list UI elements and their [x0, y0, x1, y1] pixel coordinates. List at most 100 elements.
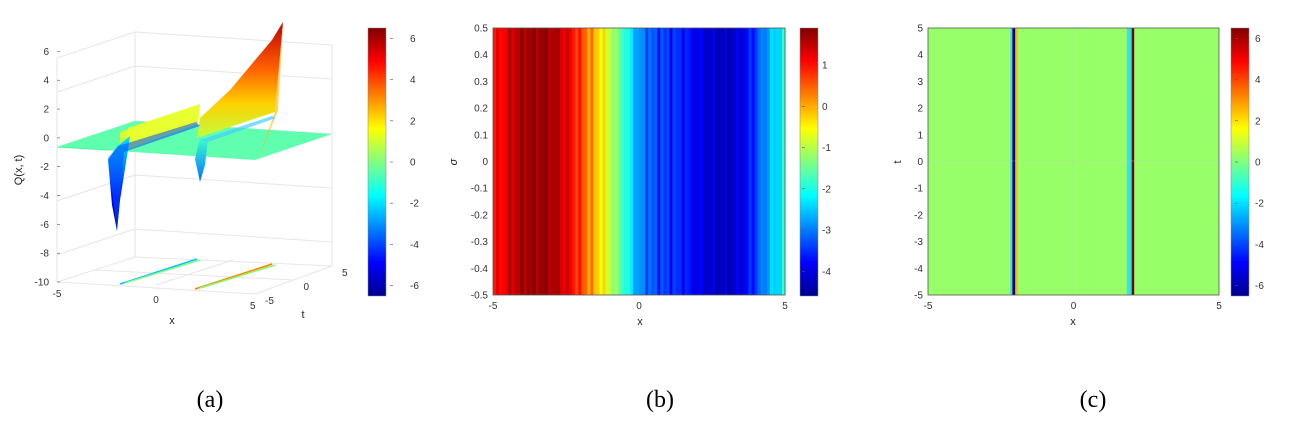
heatmap-column [587, 28, 591, 295]
colorbar-tick-label: 0 [410, 158, 416, 169]
heatmap-column [493, 28, 497, 295]
heatmap-column [599, 28, 604, 295]
heatmap-column [511, 28, 515, 295]
colorbar-tick-label: 6 [410, 34, 416, 45]
x-tick-label: -5 [53, 289, 62, 300]
y-tick-label: -2 [914, 210, 923, 221]
colorbar-tick-label: 0 [822, 102, 828, 113]
heatmap-column [742, 28, 747, 295]
panel-a-z-ticks: 6 4 2 0 -2 -4 -6 -8 -10 [35, 47, 60, 289]
heatmap-column [550, 28, 555, 295]
colorbar-tick-label: -4 [1255, 240, 1264, 251]
heatmap-column [502, 28, 506, 295]
heatmap-column [620, 28, 625, 295]
panel-b-colorbar [799, 27, 819, 297]
panel-a-surface [56, 22, 332, 231]
colorbar-tick-label: 2 [410, 116, 416, 127]
heatmap-column [675, 28, 680, 295]
heatmap-column [766, 28, 771, 295]
panel-a-caption: (a) [197, 387, 224, 413]
heatmap-column [593, 28, 598, 295]
heatmap-column [663, 28, 667, 295]
colorbar-tick-label: -2 [410, 199, 419, 210]
y-tick-label: -4 [914, 264, 923, 275]
singular-line-left [1128, 28, 1132, 295]
heatmap-column [757, 28, 762, 295]
panel-b-x-label: x [637, 316, 643, 328]
panel-a-t-ticks: -5 0 5 [265, 268, 348, 307]
colorbar-tick-label: -2 [1255, 199, 1264, 210]
panel-a: 6 4 2 0 -2 -4 -6 -8 -10 Q(x, t) -5 0 5 x -5 0 5 t 6 4… [13, 22, 419, 413]
heatmap-column [702, 28, 707, 295]
panel-b-heatmap [493, 28, 786, 295]
y-tick-label: 0.2 [474, 104, 488, 115]
z-tick-label: -2 [40, 162, 49, 173]
heatmap-column [708, 28, 713, 295]
heatmap-column [724, 28, 728, 295]
z-tick-label: 4 [43, 76, 49, 87]
panel-c-grid [928, 28, 1219, 295]
heatmap-column [611, 28, 616, 295]
y-tick-label: -0.5 [471, 291, 489, 302]
x-tick-label: 5 [250, 301, 256, 312]
y-tick-label: -0.1 [471, 184, 489, 195]
heatmap-column [544, 28, 549, 295]
heatmap-column [626, 28, 631, 295]
panel-c-x-ticks: -5 0 5 [924, 301, 1223, 312]
heatmap-column [617, 28, 622, 295]
z-tick-label: -4 [40, 191, 49, 202]
heatmap-column [672, 28, 677, 295]
heatmap-column [760, 28, 765, 295]
heatmap-column [526, 28, 531, 295]
colorbar-tick-label: -6 [410, 281, 419, 292]
heatmap-column [566, 28, 570, 295]
panel-c-colorbar [1230, 27, 1250, 297]
panel-c: 5 4 3 2 1 0 -1 -2 -3 -4 -5 -5 0 5 x t 6 4 2 0 -2 -4 -6 (c) [892, 24, 1264, 414]
z-tick-label: -6 [40, 220, 49, 231]
x-tick-label: 5 [1216, 301, 1222, 312]
heatmap-column [538, 28, 543, 295]
heatmap-column [739, 28, 744, 295]
t-tick-label: 0 [304, 282, 310, 293]
heatmap-column [660, 28, 664, 295]
x-tick-label: 0 [153, 295, 159, 306]
z-tick-label: -8 [40, 249, 49, 260]
panel-c-frame [927, 27, 1220, 296]
heatmap-column [730, 28, 734, 295]
panel-b: 0.50.40.30.20.10-0.1-0.2-0.3-0.4-0.5 -5 0… [448, 24, 831, 414]
heatmap-column [778, 28, 783, 295]
z-tick-label: 2 [43, 105, 49, 116]
panel-a-x-ticks: -5 0 5 [53, 289, 256, 312]
heatmap-column [745, 28, 750, 295]
heatmap-column [736, 28, 740, 295]
colorbar-tick-label: 1 [822, 61, 828, 72]
heatmap-column [556, 28, 561, 295]
colorbar-tick-label: -4 [822, 267, 831, 278]
heatmap-column [693, 28, 698, 295]
y-tick-label: -1 [914, 184, 923, 195]
colorbar-tick-label: 0 [1255, 158, 1261, 169]
x-tick-label: 5 [782, 301, 788, 312]
heatmap-column [547, 28, 552, 295]
singular-line-right [1131, 28, 1135, 295]
heatmap-column [508, 28, 512, 295]
t-tick-label: 5 [342, 268, 348, 279]
heatmap-column [775, 28, 780, 295]
heatmap-column [666, 28, 671, 295]
heatmap-column [514, 28, 518, 295]
heatmap-column [772, 28, 777, 295]
z-tick-label: 0 [43, 133, 49, 144]
y-tick-label: 1 [917, 130, 923, 141]
heatmap-column [651, 28, 655, 295]
heatmap-column [733, 28, 737, 295]
heatmap-column [718, 28, 722, 295]
x-tick-label: 0 [636, 301, 642, 312]
heatmap-column [529, 28, 534, 295]
heatmap-column [635, 28, 640, 295]
y-tick-label: 4 [917, 50, 923, 61]
panel-b-y-ticks: 0.5 0.4 0.3 0.2 0.1 0 -0.1 -0.2 -0.3 -0.4 -0.5 [471, 24, 489, 302]
heatmap-column [678, 28, 683, 295]
heatmap-column [669, 28, 674, 295]
colorbar-tick-label: -1 [822, 143, 831, 154]
panel-c-caption: (c) [1080, 387, 1107, 413]
